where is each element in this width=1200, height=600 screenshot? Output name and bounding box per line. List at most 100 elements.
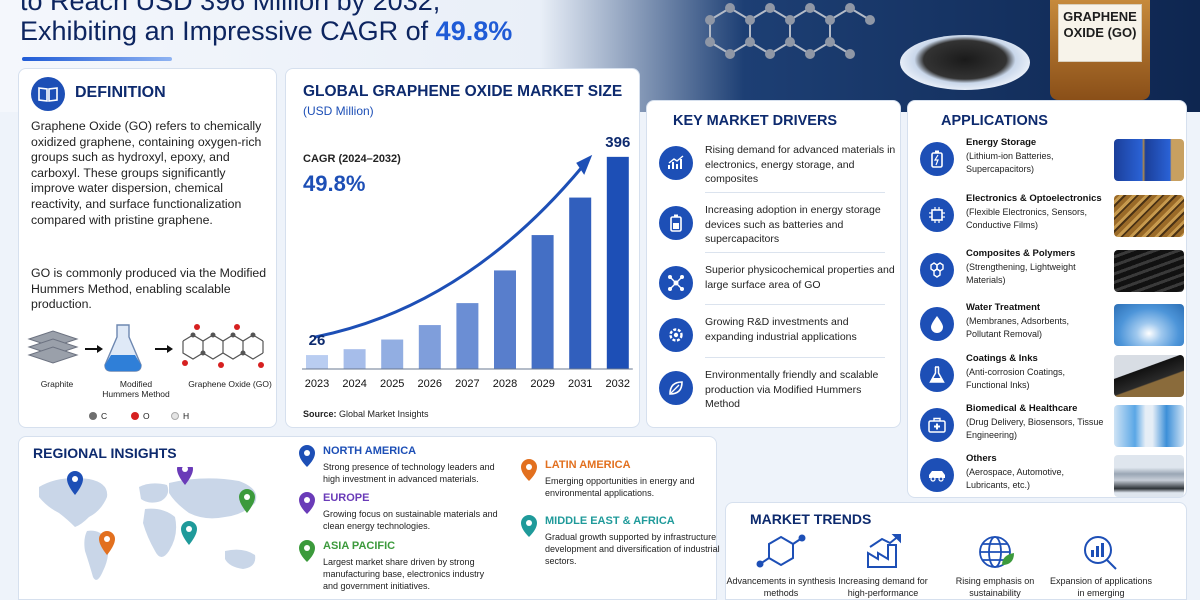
factory-icon [867, 534, 901, 568]
flow-label-graphene-oxide: Graphene Oxide (GO) [188, 379, 272, 389]
application-item: Electronics & Optoelectronics (Flexible … [920, 193, 1184, 243]
trend-item: Advancements in synthesis methods [726, 533, 836, 598]
driver-text: Growing R&D investments and expanding in… [705, 316, 857, 343]
hero-title-line1: to Reach USD 396 Million by 2032, [20, 0, 441, 16]
medical-vials-image [1114, 405, 1184, 447]
hydrogen-dot-icon [171, 412, 179, 420]
molecule-icon [659, 266, 693, 300]
trend-text: Expansion of applications in emerging [1049, 576, 1153, 598]
battery-cells-image [1114, 139, 1184, 181]
trend-text: Rising emphasis on sustainability [955, 576, 1035, 598]
driver-divider [705, 357, 885, 358]
car-image [1114, 455, 1184, 497]
application-item: Coatings & Inks (Anti-corrosion Coatings… [920, 353, 1184, 403]
atom-legend-hydrogen: H [171, 411, 189, 421]
driver-divider [705, 252, 885, 253]
x-tick-label: 2028 [493, 378, 517, 390]
globe-leaf-icon [979, 536, 1014, 568]
battery-icon [920, 142, 954, 176]
region-desc: Strong presence of technology leaders an… [323, 462, 495, 484]
region-desc: Largest market share driven by strong ma… [323, 557, 485, 591]
data-label-first: 26 [309, 332, 326, 349]
bar-2023 [306, 355, 328, 369]
hero-title-line2: Exhibiting an Impressive CAGR of 49.8% [20, 16, 513, 46]
x-tick-label: 2025 [380, 378, 404, 390]
applications-title: APPLICATIONS [941, 113, 1048, 129]
application-desc: (Aerospace, Automotive, Lubricants, etc.… [966, 467, 1065, 490]
bar-2027 [456, 303, 479, 369]
title-underline [22, 57, 172, 61]
carbon-fiber-image [1114, 250, 1184, 292]
region-desc: Growing focus on sustainable materials a… [323, 509, 498, 531]
product-bottle-image: GRAPHENE OXIDE (GO) [1050, 0, 1150, 100]
application-name: Electronics & Optoelectronics [966, 193, 1102, 204]
application-desc: (Drug Delivery, Biosensors, Tissue Engin… [966, 417, 1104, 440]
beaker-icon [104, 324, 142, 372]
trend-item: Rising emphasis on sustainability [940, 533, 1050, 598]
trend-item: Increasing demand for high-performance [828, 533, 938, 598]
bar-2031 [569, 197, 592, 369]
driver-text: Superior physicochemical properties and … [705, 264, 895, 291]
application-name: Others [966, 453, 997, 464]
bar-2032 [606, 156, 629, 369]
application-name: Water Treatment [966, 302, 1041, 313]
car-icon [920, 458, 954, 492]
region-name: NORTH AMERICA [323, 445, 417, 457]
definition-title: DEFINITION [75, 84, 166, 101]
growth-chart-icon [659, 146, 693, 180]
driver-text: Environmentally friendly and scalable pr… [705, 369, 879, 410]
hero-cagr-highlight: 49.8% [435, 16, 513, 46]
growth-arrow [314, 165, 584, 339]
definition-card: DEFINITION Graphene Oxide (GO) refers to… [18, 68, 277, 428]
x-tick-label: 2032 [606, 378, 630, 390]
key-drivers-card: KEY MARKET DRIVERS Rising demand for adv… [646, 100, 901, 428]
market-trends-title: MARKET TRENDS [750, 511, 872, 527]
chip-icon [920, 198, 954, 232]
production-flow: Graphite Modified Hummers Method Graphen… [25, 319, 275, 409]
application-name: Energy Storage [966, 137, 1037, 148]
carbon-dot-icon [89, 412, 97, 420]
application-item: Others (Aerospace, Automotive, Lubricant… [920, 453, 1184, 503]
driver-item: Environmentally friendly and scalable pr… [657, 368, 895, 420]
paint-brush-image [1114, 355, 1184, 397]
driver-divider [705, 192, 885, 193]
production-flow-diagram [27, 324, 264, 372]
application-desc: (Anti-corrosion Coatings, Functional Ink… [966, 367, 1066, 390]
water-ripple-image [1114, 304, 1184, 346]
flexible-circuit-image [1114, 195, 1184, 237]
flow-label-method: Modified Hummers Method [102, 379, 170, 399]
bottle-label: GRAPHENE OXIDE (GO) [1058, 4, 1142, 62]
application-desc: (Membranes, Adsorbents, Pollutant Remova… [966, 316, 1070, 339]
market-size-unit: (USD Million) [303, 104, 374, 118]
driver-item: Rising demand for advanced materials in … [657, 143, 895, 195]
market-size-chart: 2023 2024 2025 2026 2027 2028 2029 2031 2032 26 39… [302, 134, 633, 390]
region-name: EUROPE [323, 492, 370, 504]
map-pin-icon [521, 459, 537, 481]
bar-2026 [418, 325, 441, 369]
source-note: Source: Global Market Insights [303, 409, 429, 419]
molecule-icon [756, 534, 806, 568]
driver-text: Rising demand for advanced materials in … [705, 144, 896, 185]
water-drop-icon [920, 307, 954, 341]
hero-title: to Reach USD 396 Million by 2032, Exhibi… [20, 0, 512, 46]
application-name: Composites & Polymers [966, 248, 1076, 259]
region-name: ASIA PACIFIC [323, 540, 396, 552]
hexagon-icon [920, 253, 954, 287]
region-desc: Emerging opportunities in energy and env… [545, 476, 695, 498]
definition-paragraph-2: GO is commonly produced via the Modified… [31, 266, 267, 312]
cagr-value: 49.8% [303, 171, 366, 196]
bar-2029 [531, 235, 554, 369]
data-label-last: 396 [605, 134, 630, 151]
battery-icon [659, 206, 693, 240]
driver-divider [705, 304, 885, 305]
driver-item: Superior physicochemical properties and … [657, 263, 895, 315]
region-name: LATIN AMERICA [545, 459, 631, 471]
trend-text: Advancements in synthesis methods [726, 576, 836, 598]
world-map-icon [39, 467, 257, 580]
market-size-card: 2023 2024 2025 2026 2027 2028 2029 2031 2032 26 39… [285, 68, 640, 428]
regional-insights-title: REGIONAL INSIGHTS [33, 445, 177, 461]
atom-legend-carbon: C [89, 411, 107, 421]
oxygen-dot-icon [131, 412, 139, 420]
map-pin-icon [521, 515, 537, 537]
map-pin-icon [299, 492, 315, 514]
